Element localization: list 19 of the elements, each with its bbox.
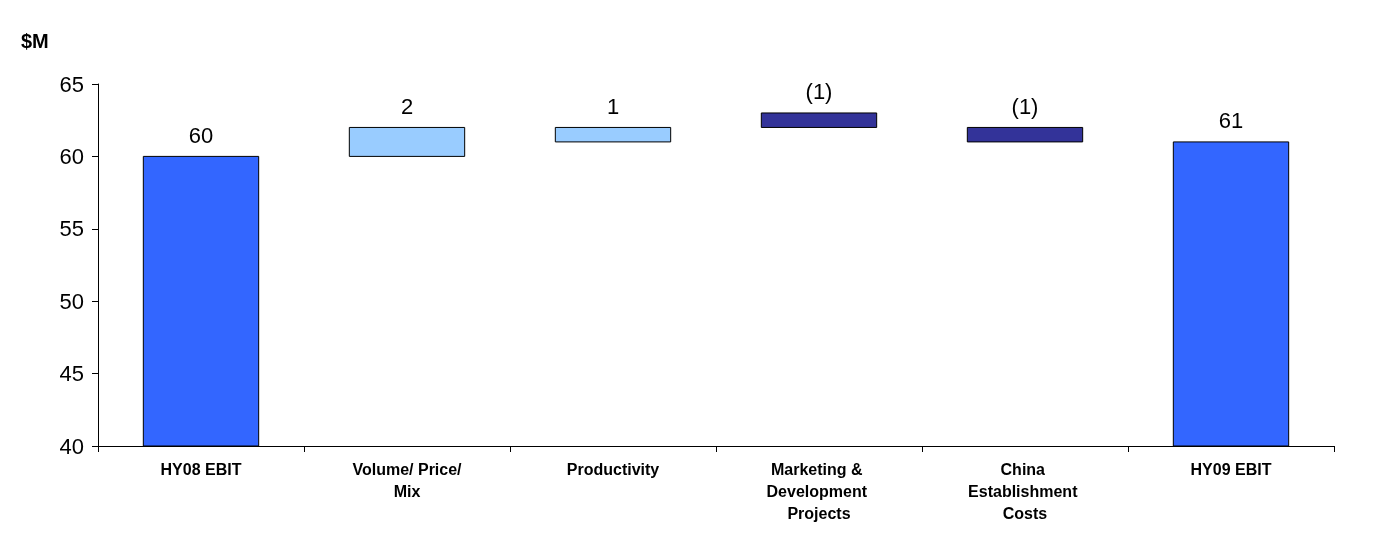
x-tick-label: HY08 EBIT: [160, 460, 242, 478]
data-label: 61: [1218, 108, 1244, 134]
x-tick-label: China Establishment Costs: [968, 460, 1082, 522]
x-tick-label: Productivity: [566, 460, 660, 478]
x-tick-label: Volume/ Price/Mix: [352, 460, 463, 500]
data-label: 1: [606, 93, 620, 119]
y-tick-label: 65: [59, 71, 84, 97]
y-tick-label: 45: [59, 361, 84, 387]
x-tick-label: HY09 EBIT: [1190, 460, 1272, 478]
data-label: (1): [1011, 93, 1039, 119]
x-tick-label: Marketing & Development Projects: [766, 460, 872, 522]
data-label: (1): [805, 79, 833, 105]
data-label: 2: [400, 93, 414, 119]
data-label: 60: [188, 122, 214, 148]
y-tick-label: 55: [59, 216, 84, 242]
y-axis-title: $M: [21, 30, 49, 52]
y-tick-label: 60: [59, 143, 84, 169]
y-tick-label: 50: [59, 288, 84, 314]
y-tick-label: 40: [59, 433, 84, 459]
